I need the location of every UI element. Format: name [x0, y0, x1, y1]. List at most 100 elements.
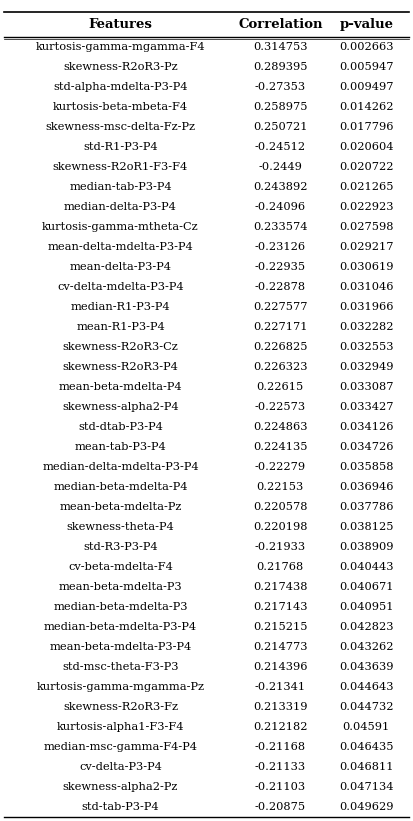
Text: -0.22279: -0.22279 [255, 462, 306, 472]
Text: skewness-R2oR1-F3-F4: skewness-R2oR1-F3-F4 [53, 162, 188, 172]
Text: 0.04591: 0.04591 [343, 722, 390, 732]
Text: p-value: p-value [339, 18, 393, 31]
Text: mean-beta-mdelta-P4: mean-beta-mdelta-P4 [59, 382, 182, 392]
Text: 0.040443: 0.040443 [339, 562, 394, 572]
Text: 0.027598: 0.027598 [339, 222, 394, 232]
Text: median-msc-gamma-F4-P4: median-msc-gamma-F4-P4 [43, 742, 197, 752]
Text: 0.233574: 0.233574 [253, 222, 308, 232]
Text: 0.005947: 0.005947 [339, 62, 394, 72]
Text: kurtosis-alpha1-F3-F4: kurtosis-alpha1-F3-F4 [57, 722, 184, 732]
Text: -0.23126: -0.23126 [255, 242, 306, 252]
Text: 0.040671: 0.040671 [339, 582, 394, 592]
Text: 0.036946: 0.036946 [339, 482, 394, 492]
Text: std-alpha-mdelta-P3-P4: std-alpha-mdelta-P3-P4 [53, 82, 188, 92]
Text: -0.22573: -0.22573 [255, 402, 306, 412]
Text: -0.27353: -0.27353 [255, 82, 306, 92]
Text: 0.017796: 0.017796 [339, 122, 394, 132]
Text: 0.030619: 0.030619 [339, 262, 394, 272]
Text: 0.046811: 0.046811 [339, 762, 394, 772]
Text: median-R1-P3-P4: median-R1-P3-P4 [71, 302, 170, 312]
Text: 0.044732: 0.044732 [339, 702, 394, 712]
Text: 0.258975: 0.258975 [253, 102, 308, 112]
Text: skewness-R2oR3-Pz: skewness-R2oR3-Pz [63, 62, 178, 72]
Text: std-msc-theta-F3-P3: std-msc-theta-F3-P3 [62, 662, 179, 672]
Text: 0.020604: 0.020604 [339, 142, 394, 152]
Text: std-R3-P3-P4: std-R3-P3-P4 [83, 542, 158, 552]
Text: 0.020722: 0.020722 [339, 162, 394, 172]
Text: 0.224863: 0.224863 [253, 422, 308, 432]
Text: Features: Features [88, 18, 152, 31]
Text: 0.044643: 0.044643 [339, 682, 394, 692]
Text: Correlation: Correlation [238, 18, 323, 31]
Text: 0.031966: 0.031966 [339, 302, 394, 312]
Text: 0.226323: 0.226323 [253, 362, 308, 372]
Text: 0.220578: 0.220578 [253, 502, 308, 512]
Text: 0.009497: 0.009497 [339, 82, 394, 92]
Text: 0.314753: 0.314753 [253, 42, 308, 52]
Text: 0.002663: 0.002663 [339, 42, 394, 52]
Text: skewness-R2oR3-Fz: skewness-R2oR3-Fz [63, 702, 178, 712]
Text: 0.022923: 0.022923 [339, 202, 394, 212]
Text: 0.217438: 0.217438 [253, 582, 308, 592]
Text: 0.214773: 0.214773 [253, 642, 308, 652]
Text: 0.021265: 0.021265 [339, 182, 394, 192]
Text: median-beta-mdelta-P3: median-beta-mdelta-P3 [53, 602, 188, 612]
Text: 0.014262: 0.014262 [339, 102, 394, 112]
Text: std-R1-P3-P4: std-R1-P3-P4 [83, 142, 158, 152]
Text: median-delta-P3-P4: median-delta-P3-P4 [64, 202, 177, 212]
Text: 0.227171: 0.227171 [253, 322, 308, 332]
Text: 0.046435: 0.046435 [339, 742, 394, 752]
Text: -0.21103: -0.21103 [255, 782, 306, 792]
Text: mean-R1-P3-P4: mean-R1-P3-P4 [76, 322, 165, 332]
Text: cv-beta-mdelta-F4: cv-beta-mdelta-F4 [68, 562, 173, 572]
Text: 0.227577: 0.227577 [253, 302, 308, 312]
Text: mean-beta-mdelta-P3: mean-beta-mdelta-P3 [59, 582, 182, 592]
Text: median-tab-P3-P4: median-tab-P3-P4 [69, 182, 172, 192]
Text: -0.24096: -0.24096 [255, 202, 306, 212]
Text: 0.250721: 0.250721 [253, 122, 308, 132]
Text: std-tab-P3-P4: std-tab-P3-P4 [82, 802, 159, 812]
Text: -0.2449: -0.2449 [259, 162, 302, 172]
Text: 0.042823: 0.042823 [339, 621, 394, 632]
Text: 0.035858: 0.035858 [339, 462, 394, 472]
Text: 0.214396: 0.214396 [253, 662, 308, 672]
Text: median-beta-mdelta-P3-P4: median-beta-mdelta-P3-P4 [44, 621, 197, 632]
Text: 0.031046: 0.031046 [339, 282, 394, 292]
Text: skewness-theta-P4: skewness-theta-P4 [66, 522, 174, 532]
Text: 0.212182: 0.212182 [253, 722, 308, 732]
Text: skewness-alpha2-Pz: skewness-alpha2-Pz [63, 782, 178, 792]
Text: -0.20875: -0.20875 [255, 802, 306, 812]
Text: 0.049629: 0.049629 [339, 802, 394, 812]
Text: 0.224135: 0.224135 [253, 442, 308, 452]
Text: median-delta-mdelta-P3-P4: median-delta-mdelta-P3-P4 [42, 462, 199, 472]
Text: 0.029217: 0.029217 [339, 242, 394, 252]
Text: 0.038125: 0.038125 [339, 522, 394, 532]
Text: 0.038909: 0.038909 [339, 542, 394, 552]
Text: 0.043639: 0.043639 [339, 662, 394, 672]
Text: cv-delta-P3-P4: cv-delta-P3-P4 [79, 762, 162, 772]
Text: skewness-R2oR3-P4: skewness-R2oR3-P4 [62, 362, 178, 372]
Text: skewness-alpha2-P4: skewness-alpha2-P4 [62, 402, 179, 412]
Text: std-dtab-P3-P4: std-dtab-P3-P4 [78, 422, 163, 432]
Text: -0.22878: -0.22878 [255, 282, 306, 292]
Text: kurtosis-gamma-mtheta-Cz: kurtosis-gamma-mtheta-Cz [42, 222, 199, 232]
Text: 0.243892: 0.243892 [253, 182, 308, 192]
Text: 0.22615: 0.22615 [257, 382, 304, 392]
Text: kurtosis-gamma-mgamma-F4: kurtosis-gamma-mgamma-F4 [36, 42, 205, 52]
Text: 0.043262: 0.043262 [339, 642, 394, 652]
Text: 0.213319: 0.213319 [253, 702, 308, 712]
Text: kurtosis-beta-mbeta-F4: kurtosis-beta-mbeta-F4 [53, 102, 188, 112]
Text: -0.21341: -0.21341 [255, 682, 306, 692]
Text: -0.24512: -0.24512 [255, 142, 306, 152]
Text: mean-beta-mdelta-P3-P4: mean-beta-mdelta-P3-P4 [50, 642, 192, 652]
Text: 0.032553: 0.032553 [339, 342, 394, 352]
Text: -0.21933: -0.21933 [255, 542, 306, 552]
Text: 0.217143: 0.217143 [253, 602, 308, 612]
Text: 0.215215: 0.215215 [253, 621, 308, 632]
Text: 0.220198: 0.220198 [253, 522, 308, 532]
Text: 0.032282: 0.032282 [339, 322, 394, 332]
Text: 0.032949: 0.032949 [339, 362, 394, 372]
Text: mean-delta-P3-P4: mean-delta-P3-P4 [69, 262, 171, 272]
Text: 0.226825: 0.226825 [253, 342, 308, 352]
Text: 0.034126: 0.034126 [339, 422, 394, 432]
